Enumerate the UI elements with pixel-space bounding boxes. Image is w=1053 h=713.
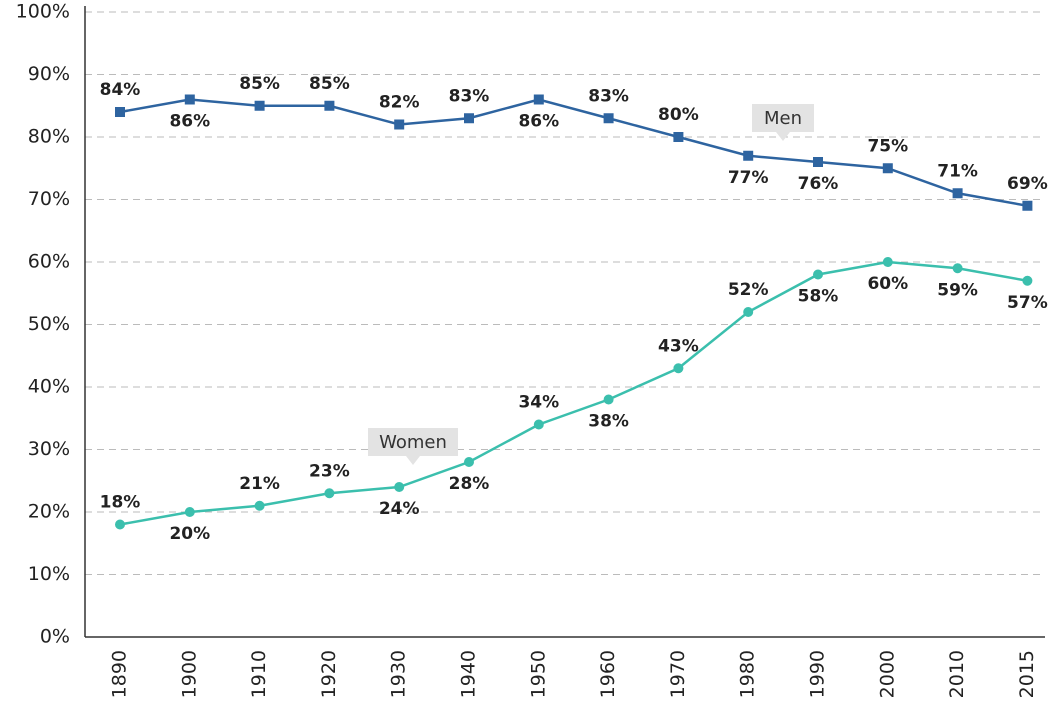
value-label: 38% (588, 412, 629, 432)
y-tick-label: 40% (28, 376, 70, 398)
value-label: 52% (728, 280, 769, 300)
value-label: 71% (937, 161, 978, 181)
value-label: 18% (100, 493, 141, 513)
point (184, 507, 195, 517)
value-label: 24% (379, 499, 420, 519)
point (952, 188, 963, 199)
point (115, 107, 125, 117)
y-tick-label: 50% (28, 313, 70, 335)
x-tick-label: 1920 (318, 650, 340, 698)
point (324, 488, 335, 499)
point (813, 269, 823, 280)
y-tick-label: 10% (28, 563, 70, 585)
x-tick-label: 1960 (597, 650, 619, 698)
value-label: 76% (798, 174, 839, 194)
value-label: 60% (867, 274, 908, 294)
point (673, 363, 684, 374)
x-tick-label: 1900 (178, 650, 200, 698)
series-label: Women (379, 432, 447, 453)
x-tick-label: 1940 (458, 650, 480, 698)
point (394, 119, 405, 130)
value-label: 80% (658, 105, 699, 125)
value-label: 21% (239, 474, 280, 494)
point (743, 150, 754, 161)
callout-box (752, 104, 814, 141)
point (1022, 275, 1033, 286)
callout-box (368, 428, 458, 465)
value-label: 75% (867, 136, 908, 156)
x-tick-label: 1890 (109, 650, 131, 698)
value-label: 83% (588, 86, 629, 106)
point (533, 419, 544, 430)
value-label: 57% (1007, 293, 1048, 313)
y-tick-label: 30% (28, 438, 70, 460)
value-label: 20% (169, 524, 210, 544)
point (254, 500, 265, 511)
y-tick-label: 0% (40, 626, 70, 648)
x-tick-label: 1930 (388, 650, 410, 698)
value-label: 69% (1007, 174, 1048, 194)
point (533, 94, 544, 105)
y-tick-label: 90% (28, 63, 70, 85)
x-tick-label: 1910 (248, 650, 270, 698)
point (603, 113, 614, 124)
x-tick-label: 1990 (807, 650, 829, 698)
point (603, 394, 614, 405)
y-tick-label: 80% (28, 126, 70, 148)
value-label: 84% (100, 80, 141, 100)
x-tick-label: 2015 (1016, 650, 1038, 698)
x-tick-label: 1950 (527, 650, 549, 698)
x-tick-label: 2000 (876, 650, 898, 698)
point (254, 100, 265, 111)
x-tick-label: 2010 (946, 650, 968, 698)
value-label: 83% (449, 86, 490, 106)
y-tick-label: 20% (28, 501, 70, 523)
value-label: 28% (449, 474, 490, 494)
point (324, 100, 335, 111)
value-label: 86% (169, 112, 210, 132)
point (184, 94, 195, 105)
series-line (119, 98, 1028, 207)
point (115, 519, 125, 530)
value-label: 34% (518, 393, 559, 413)
point (743, 307, 754, 317)
x-tick-label: 1970 (667, 650, 689, 698)
point (673, 132, 684, 142)
value-label: 23% (309, 461, 350, 481)
point (813, 157, 823, 167)
x-tick-label: 1980 (737, 650, 759, 698)
value-label: 43% (658, 336, 699, 356)
value-label: 59% (937, 280, 978, 300)
y-tick-label: 100% (16, 1, 70, 23)
point (882, 163, 893, 174)
value-label: 86% (518, 112, 559, 132)
point (464, 113, 474, 124)
y-tick-label: 70% (28, 188, 70, 210)
point (1022, 200, 1033, 211)
value-label: 77% (728, 168, 769, 188)
point (882, 257, 893, 267)
point (394, 482, 405, 492)
y-tick-label: 60% (28, 251, 70, 273)
point (952, 263, 963, 274)
series-label: Men (764, 108, 802, 129)
value-label: 82% (379, 93, 420, 113)
value-label: 85% (309, 74, 350, 94)
value-label: 58% (798, 287, 839, 307)
series-line (119, 260, 1028, 526)
point (464, 457, 474, 467)
value-label: 85% (239, 74, 280, 94)
